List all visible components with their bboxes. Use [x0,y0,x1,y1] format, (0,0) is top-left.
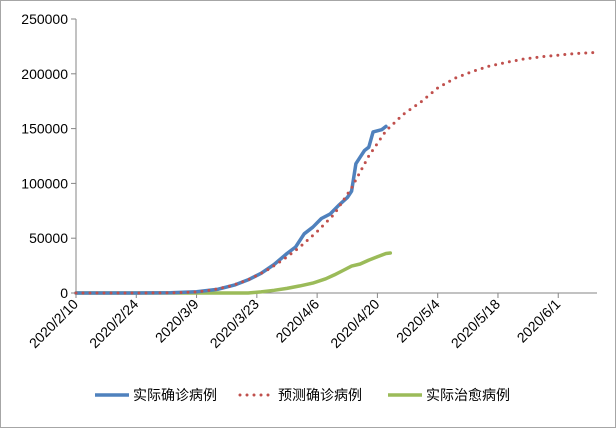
legend-label-0: 实际确诊病例 [133,388,217,404]
axes-group [71,18,597,298]
y-tick-labels: 0 50000 100000 150000 200000 250000 [21,11,68,301]
series-lines [74,50,599,295]
x-tick-label: 2020/3/23 [207,296,263,352]
y-tick-label: 100000 [21,175,68,191]
legend-label-2: 实际治愈病例 [426,388,510,404]
x-tick-label: 2020/6/1 [514,296,564,346]
y-tick-label: 0 [60,285,68,301]
x-tick-label: 2020/2/24 [86,296,142,352]
x-tick-label: 2020/3/9 [152,296,202,346]
x-tick-label: 2020/5/4 [393,296,443,346]
y-tick-label: 250000 [21,11,68,27]
y-tick-label: 200000 [21,66,68,82]
series-line-0 [74,124,388,295]
x-tick-label: 2020/4/6 [272,296,322,346]
legend: 实际确诊病例 预测确诊病例 实际治愈病例 [95,388,510,404]
x-tick-label: 2020/4/20 [327,296,383,352]
y-tick-label: 50000 [29,230,68,246]
x-tick-labels: 2020/2/10 2020/2/24 2020/3/9 2020/3/23 2020/… [26,296,564,352]
x-tick-label: 2020/2/10 [26,296,82,352]
legend-label-1: 预测确诊病例 [278,388,362,404]
y-tick-label: 150000 [21,121,68,137]
series-line-1 [74,50,599,295]
series-line-2 [74,251,393,295]
x-tick-label: 2020/5/18 [448,296,504,352]
